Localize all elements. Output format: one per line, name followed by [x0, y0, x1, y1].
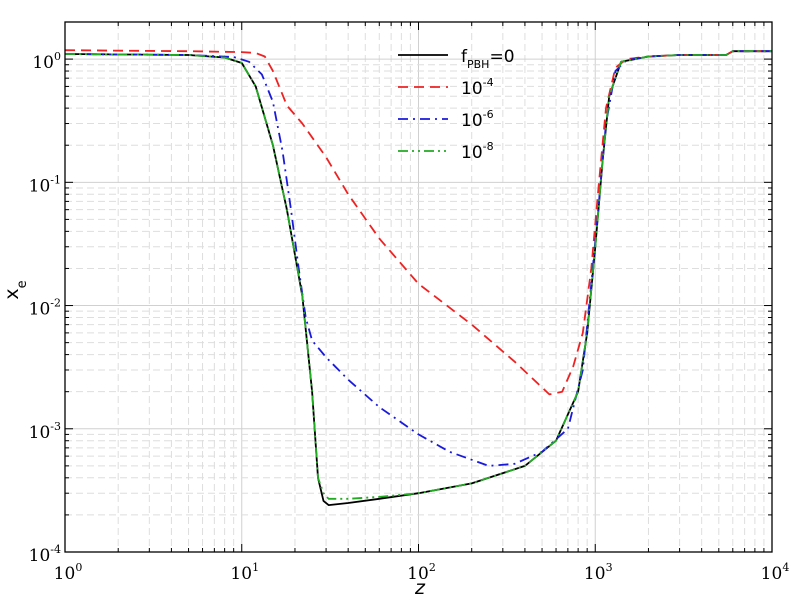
x-tick-label: 103: [584, 561, 613, 584]
legend-label-2: 10-6: [461, 108, 494, 131]
legend-label-sup: -8: [483, 140, 494, 153]
y-tick-label: 10-1: [29, 173, 61, 196]
legend-label-main: 10: [461, 111, 483, 131]
y-axis-label-main: x: [1, 288, 23, 299]
legend-label-suffix: =0: [489, 47, 514, 67]
y-tick-label: 10-2: [29, 297, 61, 320]
series-line-3: [64, 50, 772, 500]
y-tick-label: 10-3: [29, 420, 61, 443]
y-tick-label: 10-4: [29, 543, 61, 566]
y-tick-label-base: 10: [29, 176, 51, 196]
x-tick-label-base: 10: [407, 564, 429, 584]
legend-label-sup: -6: [483, 108, 494, 121]
x-tick-label: 102: [407, 561, 436, 584]
y-tick-label-exp: -4: [50, 543, 61, 556]
x-tick-label-base: 10: [230, 564, 252, 584]
legend: fPBH=010-410-610-8: [398, 47, 515, 163]
y-tick-label: 100: [32, 50, 61, 73]
legend-label-main: 10: [461, 143, 483, 163]
axis-ticks: [64, 21, 773, 553]
x-tick-label: 101: [230, 561, 259, 584]
x-tick-label-exp: 3: [606, 561, 613, 574]
y-tick-label-base: 10: [29, 546, 51, 566]
x-tick-label-exp: 1: [252, 561, 259, 574]
y-axis-label-sub: e: [15, 280, 30, 288]
x-tick-label-exp: 0: [75, 561, 82, 574]
y-tick-label-base: 10: [29, 300, 51, 320]
legend-label-sup: -4: [483, 76, 494, 89]
legend-label-main: f: [461, 47, 468, 67]
y-tick-label-exp: -1: [50, 173, 61, 186]
legend-label-0: fPBH=0: [461, 47, 515, 71]
x-axis-label: z: [414, 577, 426, 598]
x-tick-label-base: 10: [584, 564, 606, 584]
legend-label-main: 10: [461, 79, 483, 99]
x-tick-label: 104: [761, 561, 789, 584]
series-lines: [64, 49, 772, 506]
x-tick-labels: 100 101 102 103 104: [54, 561, 789, 584]
x-tick-label-base: 10: [761, 564, 783, 584]
y-tick-label-exp: -3: [50, 420, 61, 433]
x-tick-label-exp: 2: [429, 561, 436, 574]
x-tick-label-exp: 4: [782, 561, 789, 574]
y-tick-label-exp: -2: [50, 297, 61, 310]
legend-label-sub: PBH: [467, 58, 489, 71]
y-tick-label-base: 10: [32, 53, 54, 73]
legend-label-1: 10-4: [461, 76, 494, 99]
y-tick-label-base: 10: [29, 423, 51, 443]
x-tick-label: 100: [54, 561, 83, 584]
x-tick-label-base: 10: [54, 564, 76, 584]
y-tick-label-exp: 0: [54, 50, 61, 63]
legend-label-3: 10-8: [461, 140, 494, 163]
y-axis-label: xe: [1, 280, 30, 299]
grid-lines: [65, 22, 772, 552]
